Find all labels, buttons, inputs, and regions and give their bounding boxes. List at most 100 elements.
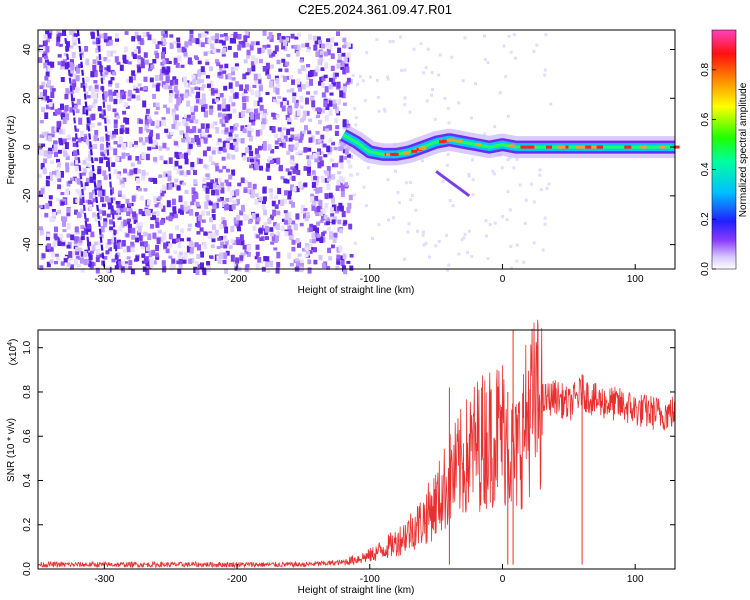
noise-cell [115,242,120,250]
noise-cell [143,76,148,82]
noise-cell [303,208,308,212]
noise-cell [267,175,272,180]
noise-cell [90,32,95,39]
noise-cell [338,85,343,91]
noise-cell [215,127,220,134]
noise-cell [94,87,99,92]
noise-cell [274,45,279,52]
noise-cell [339,155,344,163]
noise-cell [150,258,155,265]
noise-cell [328,77,333,82]
noise-cell [131,36,136,42]
noise-cell [262,141,267,148]
noise-cell [196,138,201,145]
noise-cell [228,174,233,180]
noise-cell [39,228,44,236]
noise-cell [66,209,71,217]
noise-cell [269,126,274,131]
noise-cell [40,163,45,170]
noise-cell [421,230,425,234]
ridge-peak [673,145,680,149]
noise-cell [169,34,174,38]
noise-cell [66,207,71,213]
noise-cell [287,225,292,232]
noise-cell [108,50,113,57]
x-tick-label: -300 [94,274,114,285]
noise-cell [239,255,244,261]
noise-cell [159,155,164,161]
noise-cell [171,258,176,265]
noise-cell [287,105,292,109]
noise-cell [508,208,512,212]
noise-cell [346,52,351,59]
noise-cell [99,65,104,73]
noise-cell [177,55,182,62]
noise-cell [191,194,196,202]
noise-cell [155,222,160,228]
noise-cell [326,38,331,42]
noise-cell [273,247,278,251]
noise-cell [312,35,317,41]
noise-cell [146,244,150,252]
noise-cell [194,119,199,124]
noise-cell [313,69,318,77]
noise-cell [330,158,334,162]
noise-cell [168,183,173,190]
noise-cell [223,252,228,260]
noise-cell [321,108,326,114]
noise-cell [337,171,342,175]
noise-cell [342,37,347,43]
noise-cell [125,127,130,134]
noise-cell [107,239,112,245]
noise-cell [234,92,239,99]
noise-cell [234,261,239,267]
noise-cell [244,31,249,36]
x-tick-label: -100 [360,574,380,585]
noise-cell [204,31,209,35]
noise-cell [445,163,449,167]
noise-cell [95,267,100,274]
x-tick-label: 100 [627,274,644,285]
noise-cell [263,109,267,114]
noise-cell [57,61,62,66]
noise-cell [269,35,274,42]
noise-cell [303,183,308,187]
noise-cell [64,94,69,100]
noise-cell [248,220,252,224]
noise-cell [233,124,238,131]
y-tick-label: 0.4 [22,473,33,487]
noise-cell [289,75,293,80]
noise-cell [101,152,106,157]
noise-cell [118,136,123,143]
noise-cell [181,138,186,143]
noise-cell [234,146,239,152]
noise-cell [161,81,166,88]
noise-cell [64,105,69,112]
noise-cell [124,31,129,35]
noise-cell [274,225,279,229]
noise-cell [143,52,148,58]
noise-cell [300,262,304,267]
noise-cell [44,112,49,119]
noise-cell [162,84,167,89]
noise-cell [103,255,108,260]
noise-cell [102,97,107,102]
noise-cell [312,200,317,206]
noise-cell [54,169,59,177]
noise-cell [183,251,188,258]
noise-cell [41,106,45,112]
noise-cell [268,32,273,39]
noise-cell [108,81,113,87]
noise-cell [160,31,165,36]
noise-cell [334,117,339,124]
noise-cell [236,223,241,229]
noise-cell [336,261,341,265]
noise-cell [151,145,156,150]
spectrogram-noise-layer [38,29,553,276]
noise-cell [208,108,213,115]
noise-cell [338,245,343,252]
noise-cell [87,199,92,205]
noise-cell [205,173,210,177]
noise-cell [328,138,333,143]
noise-cell [54,151,58,158]
